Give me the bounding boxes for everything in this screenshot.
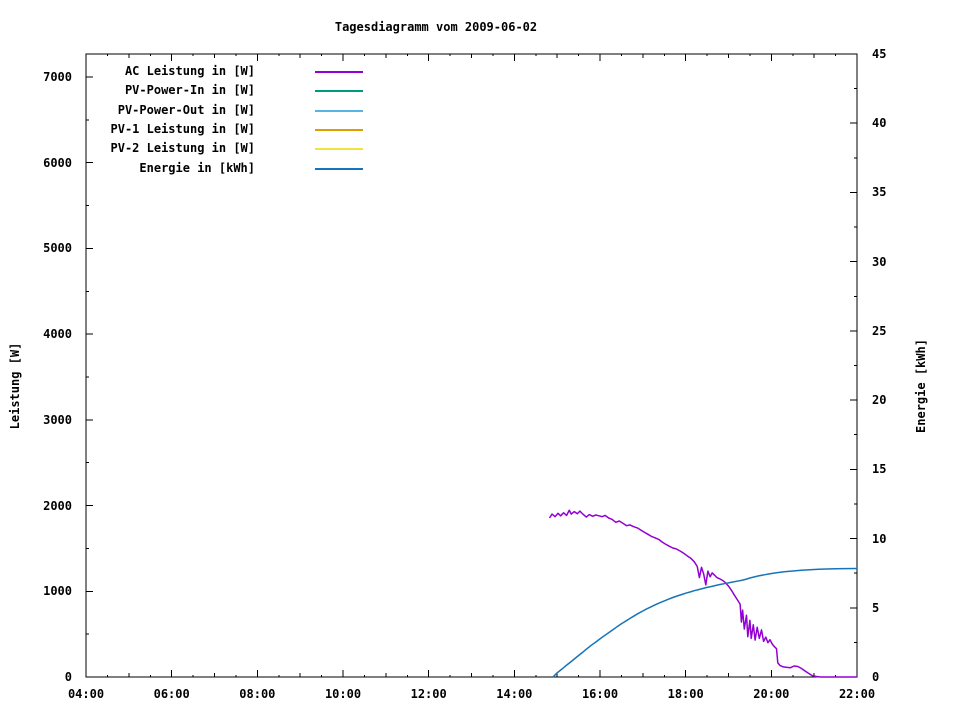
x-tick-label: 14:00 xyxy=(496,687,533,701)
y-left-tick-label: 1000 xyxy=(43,584,72,599)
legend-line-swatch xyxy=(315,167,363,170)
y-left-tick-label: 0 xyxy=(64,670,72,684)
x-tick-label: 06:00 xyxy=(153,687,190,701)
y-right-axis-title: Energie [kWh] xyxy=(914,339,928,433)
y-left-tick-label: 6000 xyxy=(43,155,72,170)
y-right-tick-label: 30 xyxy=(872,254,887,269)
legend-item-label: Energie in [kWh] xyxy=(139,160,255,175)
y-right-tick-label: 25 xyxy=(872,323,887,338)
legend-line-swatch xyxy=(315,90,363,93)
legend-item-label: PV-Power-Out in [W] xyxy=(117,102,255,117)
y-right-tick-label: 10 xyxy=(872,531,887,546)
legend-line-swatch xyxy=(315,109,363,112)
series-line xyxy=(552,567,858,678)
y-right-tick-label: 45 xyxy=(872,47,887,61)
x-tick-label: 04:00 xyxy=(67,687,105,701)
y-left-tick-label: 5000 xyxy=(43,241,72,256)
legend-line-swatch xyxy=(315,128,363,131)
legend-item-label: PV-2 Leistung in [W] xyxy=(110,141,256,156)
series-line xyxy=(548,509,857,678)
legend-item-label: PV-Power-In in [W] xyxy=(124,83,255,98)
x-tick-label: 08:00 xyxy=(239,687,276,701)
y-right-tick-label: 35 xyxy=(872,185,887,200)
y-right-tick-label: 40 xyxy=(872,116,887,131)
y-left-tick-label: 2000 xyxy=(43,498,72,513)
y-right-tick-label: 20 xyxy=(872,393,887,408)
x-tick-label: 12:00 xyxy=(410,687,447,701)
x-tick-label: 16:00 xyxy=(581,687,619,701)
y-right-tick-label: 15 xyxy=(872,462,887,477)
y-left-tick-label: 3000 xyxy=(43,412,72,427)
y-left-tick-label: 4000 xyxy=(43,327,72,342)
legend-item-label: AC Leistung in [W] xyxy=(124,64,255,78)
x-tick-label: 22:00 xyxy=(838,687,876,701)
y-right-tick-label: 5 xyxy=(872,600,880,615)
legend-item-label: PV-1 Leistung in [W] xyxy=(110,121,256,136)
x-tick-label: 10:00 xyxy=(324,687,362,701)
x-tick-label: 20:00 xyxy=(753,687,790,701)
legend-line-swatch xyxy=(315,148,363,151)
y-left-tick-label: 7000 xyxy=(43,69,72,84)
x-tick-label: 18:00 xyxy=(667,687,704,701)
chart-title: Tagesdiagramm vom 2009-06-02 xyxy=(334,20,538,34)
y-right-tick-label: 0 xyxy=(872,670,880,684)
legend-line-swatch xyxy=(315,71,363,73)
